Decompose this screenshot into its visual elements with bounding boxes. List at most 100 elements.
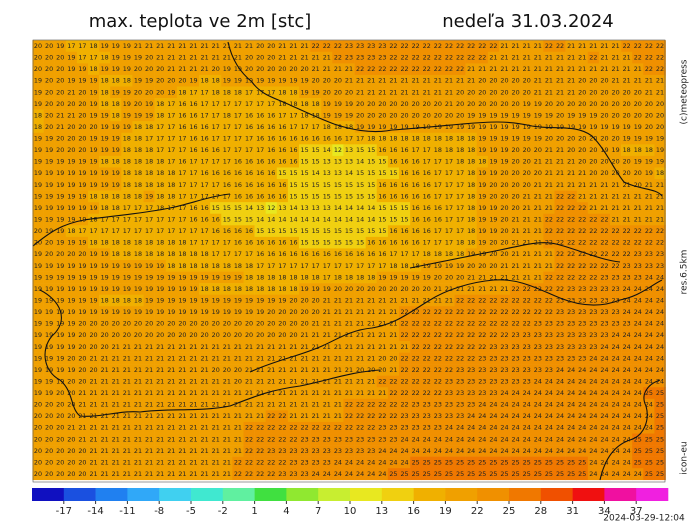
cell-value: 23: [634, 250, 642, 258]
cell: [398, 236, 411, 249]
cell: [576, 74, 589, 87]
cell: [265, 248, 278, 261]
cell-value: 21: [256, 354, 264, 362]
cell: [87, 421, 100, 434]
cell: [143, 51, 155, 64]
cell: [299, 121, 311, 134]
cell: [332, 132, 344, 145]
cell-value: 21: [612, 204, 620, 212]
cell: [587, 121, 600, 134]
cell: [165, 410, 178, 423]
cell-value: 24: [634, 412, 642, 420]
cell: [276, 40, 289, 53]
cell: [587, 329, 600, 342]
cell: [376, 387, 389, 400]
cell-value: 25: [523, 458, 531, 466]
cell: [576, 225, 589, 238]
cell-value: 21: [112, 366, 120, 374]
cell: [132, 317, 144, 330]
cell-value: 20: [45, 447, 53, 455]
cell: [232, 190, 244, 203]
colorbar-tick-label: -5: [186, 506, 196, 517]
cell-value: 19: [556, 123, 564, 131]
cell: [532, 260, 544, 272]
colorbar-segment: [509, 488, 542, 501]
cell-value: 20: [56, 412, 64, 420]
cell-value: 18: [156, 169, 164, 177]
cell-value: 22: [245, 470, 253, 478]
cell: [465, 86, 478, 99]
cell: [421, 236, 433, 249]
cell: [565, 283, 577, 296]
cell: [365, 86, 378, 99]
cell: [143, 121, 155, 134]
cell: [365, 202, 378, 215]
cell-value: 19: [67, 343, 75, 351]
cell-value: 21: [223, 470, 231, 478]
cell: [465, 364, 478, 376]
cell-value: 20: [612, 100, 620, 108]
cell: [432, 317, 444, 330]
cell-value: 24: [478, 412, 486, 420]
cell: [543, 109, 555, 122]
cell-value: 18: [378, 135, 386, 143]
cell-value: 22: [634, 239, 642, 247]
cell-value: 22: [456, 54, 464, 62]
cell-value: 22: [600, 250, 608, 258]
cell-value: 18: [245, 273, 253, 281]
cell: [610, 398, 622, 411]
cell-value: 23: [512, 354, 520, 362]
cell-value: 20: [567, 146, 575, 154]
cell: [398, 155, 411, 168]
cell: [221, 74, 233, 87]
cell: [654, 40, 666, 53]
cell: [621, 387, 633, 400]
cell: [376, 456, 389, 469]
cell: [165, 340, 178, 353]
cell-value: 19: [123, 88, 131, 96]
cell-value: 24: [512, 412, 520, 420]
cell: [432, 294, 444, 307]
cell: [176, 468, 189, 481]
cell-value: 16: [389, 181, 397, 189]
cell-value: 23: [612, 308, 620, 316]
cell: [143, 248, 155, 261]
cell: [332, 421, 344, 434]
cell-value: 15: [345, 239, 353, 247]
colorbar-tick-label: -11: [119, 506, 135, 517]
cell: [510, 352, 522, 365]
cell: [421, 109, 433, 122]
cell-value: 21: [356, 88, 364, 96]
cell-value: 20: [67, 435, 75, 443]
cell-value: 23: [556, 308, 564, 316]
cell: [498, 421, 511, 434]
cell: [76, 421, 89, 434]
cell: [365, 121, 378, 134]
cell: [410, 271, 422, 284]
cell: [99, 283, 111, 296]
cell-value: 19: [656, 158, 664, 166]
cell: [454, 155, 466, 168]
cell: [221, 260, 233, 272]
cell: [598, 433, 611, 446]
cell: [310, 260, 322, 272]
cell-value: 16: [267, 239, 275, 247]
cell: [387, 433, 400, 446]
cell-value: 20: [212, 366, 220, 374]
cell-value: 21: [189, 412, 197, 420]
cell: [398, 283, 411, 296]
cell-value: 16: [178, 158, 186, 166]
cell: [65, 340, 78, 353]
cell-value: 16: [301, 250, 309, 258]
cell: [54, 179, 67, 191]
cell: [232, 202, 244, 215]
cell-value: 20: [500, 77, 508, 85]
cell-value: 21: [156, 435, 164, 443]
cell: [110, 63, 122, 76]
cell-value: 19: [89, 285, 97, 293]
cell-value: 20: [589, 146, 597, 154]
cell-value: 17: [189, 227, 197, 235]
cell: [576, 468, 589, 481]
cell: [621, 340, 633, 353]
cell-value: 22: [634, 227, 642, 235]
